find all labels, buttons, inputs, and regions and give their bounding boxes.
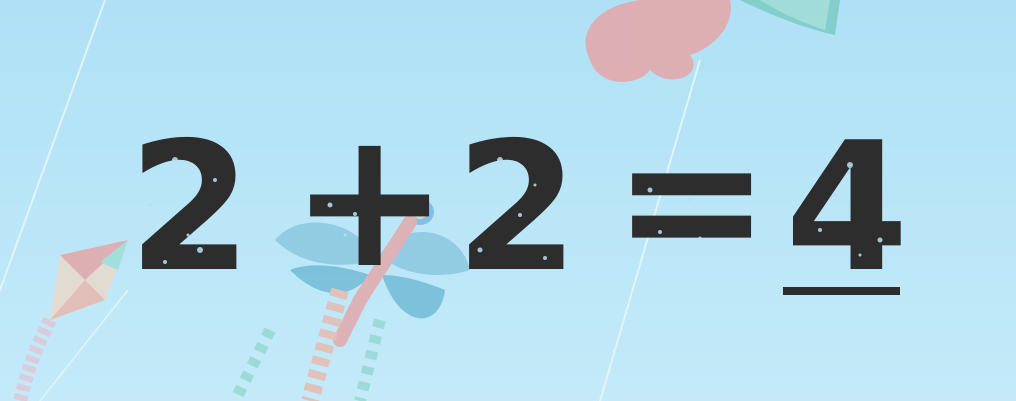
kite-icon — [585, 0, 840, 82]
kite-icon — [13, 240, 128, 401]
operand-a: 2 — [128, 104, 252, 311]
dragonfly-kite-icon — [229, 199, 470, 401]
operand-b: 2 — [455, 104, 579, 311]
kite-string-icon — [0, 0, 106, 291]
answer: 4 — [785, 104, 909, 311]
answer-underline — [783, 287, 900, 295]
equals-sign: = — [612, 89, 772, 310]
kite-string-icon — [39, 289, 129, 401]
plus-sign: + — [290, 89, 450, 310]
kite-string-icon — [599, 59, 701, 401]
